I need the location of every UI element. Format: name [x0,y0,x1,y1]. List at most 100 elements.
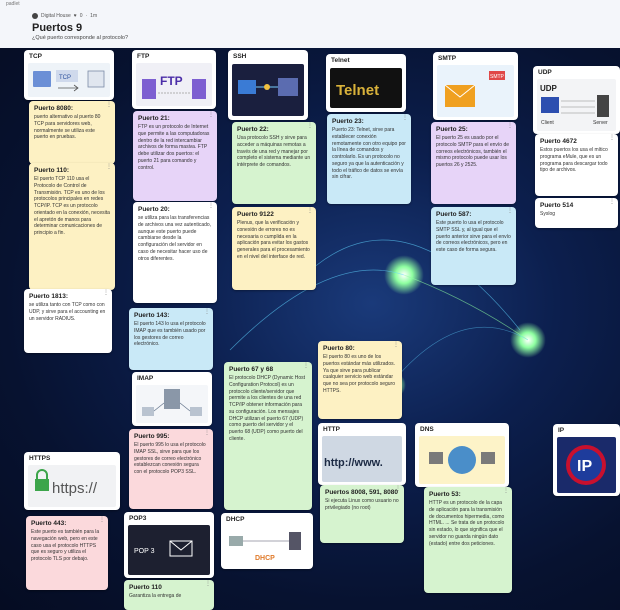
post-body: El puerto TCP 110 usa el Protocolo de Co… [34,176,110,236]
post-title: Puerto 23: [332,118,364,125]
post-card-22[interactable]: ⋮ Puerto 22: Usa protocolo SSH y sirve p… [232,122,316,204]
post-card-443[interactable]: ⋮ Puerto 443: Este puerto es también par… [26,516,108,590]
ip-image-text: IP [577,458,592,475]
more-icon[interactable]: ⋮ [609,135,615,141]
http-image: http://www. [322,436,402,482]
more-icon[interactable]: ⋮ [307,208,313,214]
column-header-imap[interactable]: IMAP [132,372,212,426]
more-icon[interactable]: ⋮ [106,164,112,170]
post-title: Puerto 143: [134,312,170,319]
author-name[interactable]: Digital House [41,13,71,19]
heart-icon[interactable]: ♥ [73,13,77,19]
telnet-image: Telnet [330,68,402,108]
post-card-21[interactable]: ⋮ Puerto 21: FTP es un protocolo de Inte… [133,111,217,201]
post-card-110[interactable]: ⋮ Puerto 110: El puerto TCP 110 usa el P… [29,163,115,290]
more-icon[interactable]: ⋮ [393,342,399,348]
column-header-tcp[interactable]: TCP TCP [24,50,114,100]
post-card-4672[interactable]: ⋮ Puerto 4672 Estos puertos los usa el m… [535,134,618,196]
post-body: HTTP es un protocolo de la capa de aplic… [429,500,505,547]
column-header-ftp[interactable]: FTP FTP [132,50,216,109]
https-image-text: https:// [52,480,98,497]
post-card-587[interactable]: ⋮ Puerto 587: Este puerto lo usa el prot… [431,207,516,285]
post-title: Puertos 8008, 591, 8080 [325,489,398,496]
more-icon[interactable]: ⋮ [395,486,401,492]
column-header-dns[interactable]: DNS [415,423,509,487]
post-title: Puerto 53: [429,491,461,498]
header-label: TCP [29,53,42,60]
more-icon[interactable]: ⋮ [103,290,109,296]
header-label: Telnet [331,57,350,64]
header-label: SMTP [438,55,457,62]
clock-icon: · [85,13,88,19]
post-body: Si ejecuta Linux como usuario no privile… [325,498,399,511]
post-body: El puerto 80 es uno de los puertos están… [323,354,395,394]
post-title: Puerto 80: [323,345,355,352]
page-subtitle: ¿Qué puerto corresponde al protocolo? [32,35,129,41]
header-label: DHCP [226,516,245,523]
udp-image: UDP Client Server [537,79,616,131]
smtp-image: SMTP [437,65,514,117]
post-card-67-68[interactable]: ⋮ Puerto 67 y 68 El protocolo DHCP (Dyna… [224,362,312,510]
post-card-143[interactable]: ⋮ Puerto 143: El puerto 143 lo usa el pr… [129,308,213,370]
telnet-image-text: Telnet [336,82,379,99]
post-card-995[interactable]: ⋮ Puerto 995: El puerto 995 lo usa el pr… [129,429,213,509]
author-avatar[interactable] [32,13,38,19]
header-label: HTTP [323,426,340,433]
pop3-image-text: POP 3 [134,548,155,555]
more-icon[interactable]: ⋮ [99,517,105,523]
post-card-1813[interactable]: ⋮ Puerto 1813: se utiliza tanto con TCP … [24,289,112,353]
column-header-telnet[interactable]: Telnet Telnet [326,54,406,112]
more-icon[interactable]: ⋮ [402,115,408,121]
more-icon[interactable]: ⋮ [204,430,210,436]
post-title: Puerto 587: [436,211,472,218]
board-header: padlet Digital House ♥ 0 · 1m Puertos 9 … [0,0,620,48]
column-header-udp[interactable]: UDP UDP Client Server [533,66,620,134]
post-card-110b[interactable]: ⋮ Puerto 110 Garantiza la entrega de [124,580,214,610]
more-icon[interactable]: ⋮ [204,309,210,315]
column-header-https[interactable]: HTTPS https:// [24,452,120,510]
post-card-80[interactable]: ⋮ Puerto 80: El puerto 80 es uno de los … [318,341,402,419]
column-header-ip[interactable]: IP IP [553,424,620,496]
post-body: El puerto 995 lo usa el protocolo IMAP S… [134,442,206,475]
more-icon[interactable]: ⋮ [307,123,313,129]
post-card-8080[interactable]: ⋮ Puerto 8080: puerto alternativo al pue… [29,101,115,164]
column-header-smtp[interactable]: SMTP SMTP [433,52,518,120]
header-label: IMAP [137,375,154,382]
post-body: se utiliza para las transferencias de ar… [138,215,212,262]
more-icon[interactable]: ⋮ [507,123,513,129]
more-icon[interactable]: ⋮ [106,102,112,108]
column-header-ssh[interactable]: SSH [228,50,308,120]
post-title: Puerto 9122 [237,211,274,218]
column-header-pop3[interactable]: POP3 POP 3 [124,512,214,578]
more-icon[interactable]: ⋮ [503,488,509,494]
post-body: El protocolo DHCP (Dynamic Host Configur… [229,375,306,442]
post-card-514[interactable]: ⋮ Puerto 514 Syslog [535,198,618,228]
brand-label[interactable]: padlet [6,1,20,7]
post-card-8008[interactable]: ⋮ Puertos 8008, 591, 8080 Si ejecuta Lin… [320,485,404,543]
post-title: Puerto 443: [31,520,67,527]
post-title: Puerto 110: [34,167,70,174]
header-label: FTP [137,53,150,60]
post-card-20[interactable]: ⋮ Puerto 20: se utiliza para las transfe… [133,202,217,303]
like-count: 0 [79,13,83,19]
more-icon[interactable]: ⋮ [507,208,513,214]
dhcp-image-text: DHCP [255,555,275,562]
board-meta: Digital House ♥ 0 · 1m [32,13,97,19]
more-icon[interactable]: ⋮ [205,581,211,587]
post-title: Puerto 110 [129,584,162,591]
imap-image [136,385,208,423]
tcp-image: TCP [28,63,110,97]
post-card-25[interactable]: ⋮ Puerto 25: El puerto 25 es usado por e… [431,122,516,204]
more-icon[interactable]: ⋮ [208,112,214,118]
post-card-9122[interactable]: ⋮ Puerto 9122 Plenus, que la verificació… [232,207,316,290]
post-body: Garantiza la entrega de [129,593,182,599]
udp-server-label: Server [593,120,608,126]
more-icon[interactable]: ⋮ [609,199,615,205]
more-icon[interactable]: ⋮ [208,203,214,209]
column-header-http[interactable]: HTTP http://www. [318,423,406,485]
post-card-53[interactable]: ⋮ Puerto 53: HTTP es un protocolo de la … [424,487,512,593]
more-icon[interactable]: ⋮ [303,363,309,369]
post-card-23[interactable]: ⋮ Puerto 23: Puerto 23: Telnet, sirve pa… [327,114,411,204]
column-header-dhcp[interactable]: DHCP DHCP [221,513,313,569]
post-title: Puerto 25: [436,126,468,133]
